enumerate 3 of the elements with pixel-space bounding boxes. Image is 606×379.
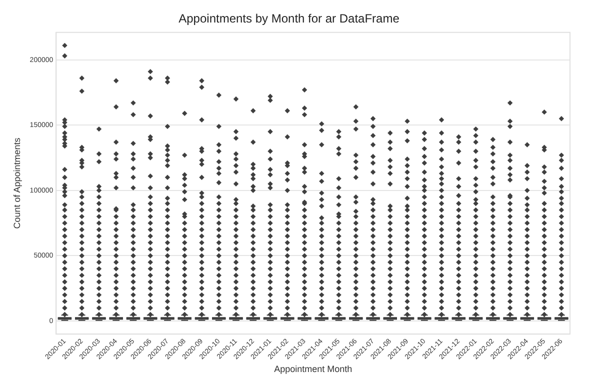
chart-title: Appointments by Month for ar DataFrame <box>178 12 400 26</box>
x-axis-title: Appointment Month <box>274 364 352 374</box>
y-axis-title: Count of Appointments <box>12 137 22 229</box>
